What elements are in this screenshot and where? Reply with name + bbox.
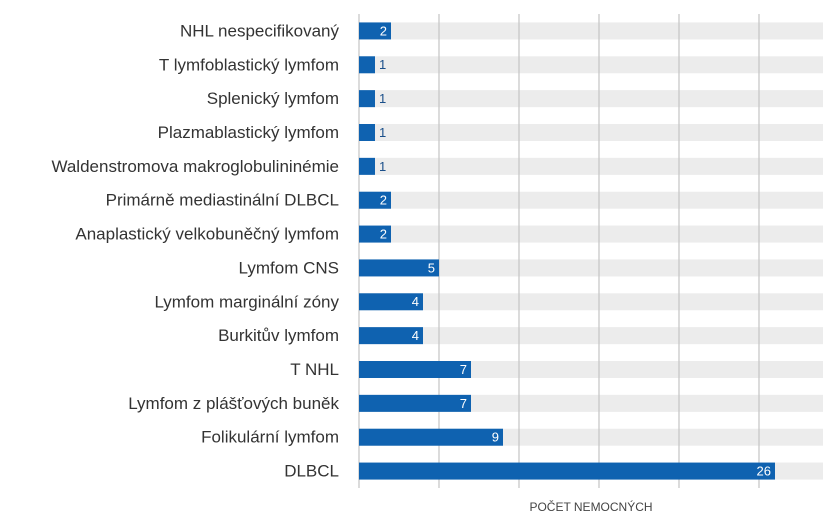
y-tick-label: Lymfom z plášťových buněk [128, 394, 339, 413]
value-label: 2 [380, 193, 387, 208]
row-band [359, 259, 823, 277]
y-tick-label: Lymfom CNS [239, 258, 339, 277]
value-label: 9 [492, 430, 499, 445]
value-label: 2 [380, 23, 387, 38]
value-label: 1 [379, 159, 386, 174]
y-tick-label: Plazmablastický lymfom [158, 123, 339, 142]
value-label: 4 [412, 294, 419, 309]
row-band [359, 293, 823, 311]
bar [359, 361, 471, 378]
y-tick-label: Folikulární lymfom [201, 428, 339, 447]
bar [359, 191, 391, 209]
bar [359, 56, 375, 74]
y-tick-label: T lymfoblastický lymfom [159, 55, 339, 74]
value-label: 5 [428, 260, 435, 275]
row-band [359, 90, 823, 108]
bar [359, 293, 423, 311]
bar [359, 462, 775, 480]
x-axis-label: POČET NEMOCNÝCH [529, 499, 652, 514]
bar [359, 22, 391, 40]
y-tick-label: DLBCL [284, 462, 339, 481]
bar [359, 90, 375, 108]
y-tick-label: Waldenstromova makroglobulininémie [51, 157, 339, 176]
bar [359, 394, 471, 412]
row-band [359, 157, 823, 175]
value-label: 7 [460, 362, 467, 377]
value-label: 1 [379, 91, 386, 106]
value-label: 1 [379, 125, 386, 140]
bar [359, 124, 375, 141]
row-band [359, 191, 823, 209]
bar [359, 225, 391, 243]
row-band [359, 394, 823, 412]
y-tick-label: Lymfom marginální zóny [154, 292, 339, 311]
row-band [359, 361, 823, 378]
y-tick-label: Anaplastický velkobuněčný lymfom [75, 225, 339, 244]
value-label: 4 [412, 328, 419, 343]
y-tick-label: Burkitův lymfom [218, 326, 339, 345]
bar [359, 428, 503, 446]
value-label: 2 [380, 227, 387, 242]
row-band [359, 56, 823, 74]
row-band [359, 22, 823, 40]
bar [359, 157, 375, 175]
row-band [359, 327, 823, 345]
bar [359, 259, 439, 277]
bar [359, 327, 423, 345]
row-band [359, 225, 823, 243]
y-tick-label: NHL nespecifikovaný [180, 21, 340, 40]
value-label: 26 [757, 464, 771, 479]
row-band [359, 124, 823, 141]
y-tick-label: Splenický lymfom [207, 89, 339, 108]
value-label: 7 [460, 396, 467, 411]
value-label: 1 [379, 57, 386, 72]
y-tick-label: Primárně mediastinální DLBCL [106, 191, 339, 210]
y-tick-label: T NHL [290, 360, 339, 379]
